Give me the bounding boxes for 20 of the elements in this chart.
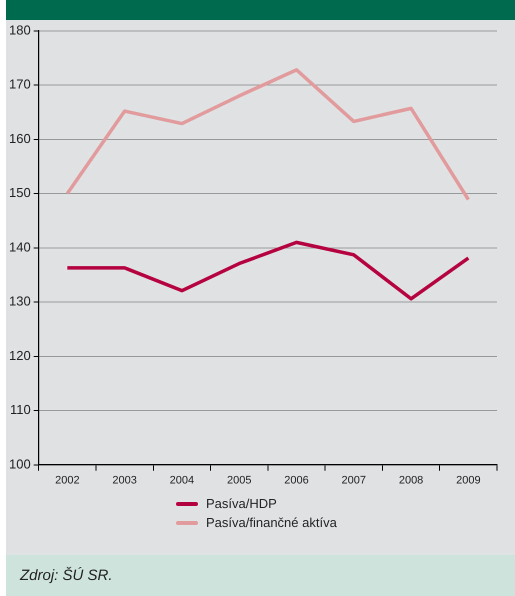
x-tick-label: 2008 — [398, 474, 424, 486]
legend-label: Pasíva/finančné aktíva — [206, 515, 337, 530]
y-tick-label: 150 — [8, 185, 31, 200]
y-tick-label: 130 — [8, 294, 31, 309]
x-tick-label: 2006 — [284, 474, 309, 486]
x-tick-label: 2009 — [456, 474, 481, 486]
x-tick-label: 2002 — [55, 474, 80, 486]
x-tick-label: 2005 — [226, 474, 252, 486]
y-tick-label: 180 — [8, 22, 31, 38]
y-tick-label: 140 — [8, 239, 31, 254]
y-tick-label: 170 — [8, 76, 31, 92]
legend-label: Pasíva/HDP — [206, 496, 277, 511]
y-tick-label: 100 — [8, 456, 31, 472]
x-tick-label: 2007 — [342, 474, 366, 486]
text: Zdroj: ŠÚ SR. — [20, 567, 113, 584]
y-tick-label: 160 — [8, 130, 31, 146]
y-tick-label: 110 — [10, 402, 31, 418]
y-tick-label: 120 — [8, 348, 31, 363]
x-tick-label: 2003 — [112, 474, 137, 486]
x-tick-label: 2004 — [170, 474, 194, 486]
